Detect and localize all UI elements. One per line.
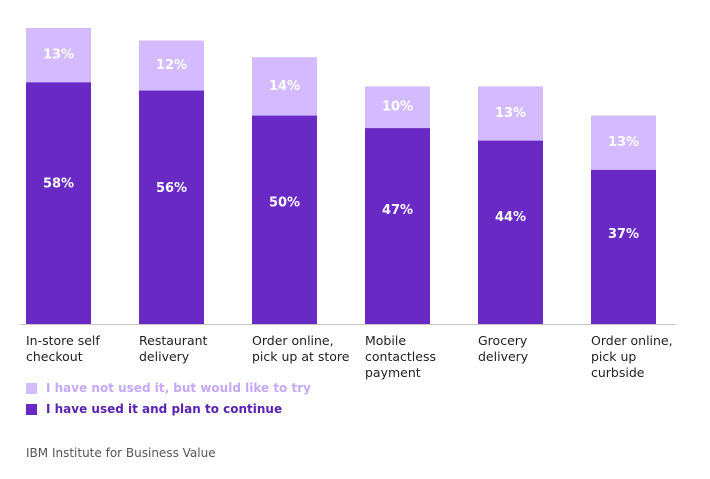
data-label-used-3: 47%: [382, 203, 413, 218]
data-label-would-try-0: 13%: [43, 48, 74, 63]
data-label-used-2: 50%: [269, 196, 300, 211]
category-label-5: Order online, pick up curbside: [591, 333, 673, 380]
legend-swatch-would-like-to-try: [26, 382, 37, 394]
bar-would-try-4: [478, 86, 543, 141]
bar-used-5: [591, 169, 656, 324]
source-credit: IBM Institute for Business Value: [26, 446, 216, 460]
bar-used-2: [252, 115, 317, 325]
data-label-would-try-5: 13%: [608, 135, 639, 150]
legend-swatch-used-and-continue: [26, 403, 37, 415]
legend-item-would-like-to-try: I have not used it, but would like to tr…: [26, 381, 311, 395]
bar-would-try-5: [591, 115, 656, 170]
data-label-would-try-1: 12%: [156, 58, 187, 73]
bar-would-try-3: [365, 86, 430, 129]
legend-label-used-and-continue: I have used it and plan to continue: [46, 402, 283, 416]
data-label-used-5: 37%: [608, 227, 639, 242]
data-label-used-4: 44%: [495, 210, 526, 225]
data-label-used-1: 56%: [156, 181, 187, 196]
data-label-would-try-4: 13%: [495, 106, 526, 121]
data-label-used-0: 58%: [43, 176, 74, 191]
data-label-would-try-2: 14%: [269, 79, 300, 94]
bar-would-try-1: [139, 40, 204, 91]
category-label-2: Order online, pick up at store: [252, 333, 350, 364]
category-label-4: Grocery delivery: [478, 333, 529, 364]
data-label-would-try-3: 10%: [382, 100, 413, 115]
bar-would-try-0: [26, 28, 91, 83]
bar-used-1: [139, 90, 204, 324]
bar-used-4: [478, 140, 543, 324]
bar-used-3: [365, 128, 430, 324]
category-label-0: In-store self checkout: [26, 333, 100, 364]
bar-used-0: [26, 82, 91, 325]
category-label-3: Mobile contactless payment: [365, 333, 436, 380]
bar-would-try-2: [252, 57, 317, 116]
category-label-1: Restaurant delivery: [139, 333, 208, 364]
legend-item-used-and-continue: I have used it and plan to continue: [26, 402, 282, 416]
legend-label-would-like-to-try: I have not used it, but would like to tr…: [46, 381, 311, 395]
